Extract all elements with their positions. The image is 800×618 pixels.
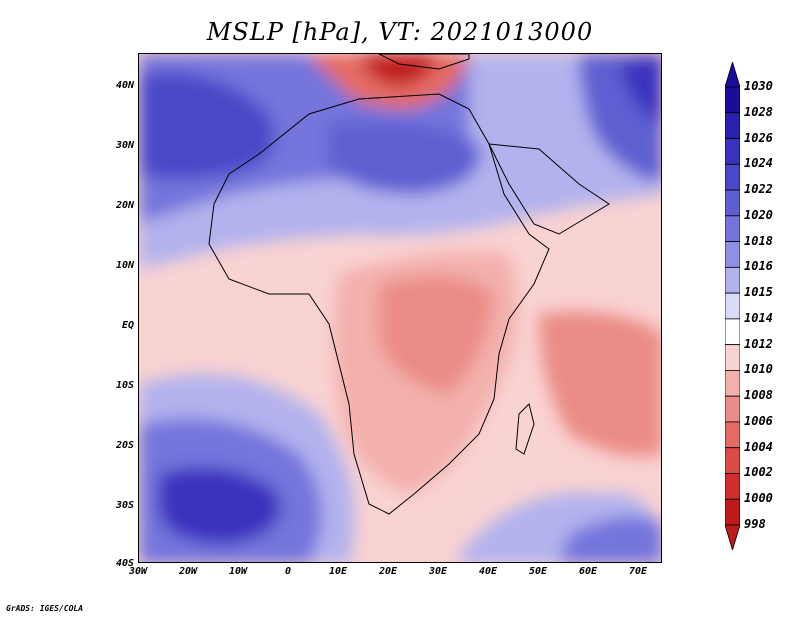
lat-label: 30S [115,500,134,511]
lon-label: 30E [428,566,448,577]
lat-label: 40S [115,558,134,569]
lon-label: 0 [284,566,292,577]
asian-high-core [619,54,661,124]
lat-label: 20N [115,200,134,211]
mslp-map [138,53,662,563]
colorbar-label: 1006 [744,413,773,428]
atlantic-high-north [139,72,274,179]
saharan-high-core [329,121,481,194]
lat-label: 40N [115,80,134,91]
lat-label: 10N [115,260,134,271]
colorbar-swatch [725,138,740,165]
colorbar-label: 1018 [744,233,773,248]
europe-outline [378,54,470,70]
colorbar-label: 1012 [744,336,773,351]
lon-label: 10E [328,566,348,577]
colorbar-swatch [725,292,740,320]
colorbar-label: 1010 [744,362,773,377]
lat-label: 30N [115,140,134,151]
africa-outline [208,93,550,515]
colorbar-label: 1014 [744,310,773,325]
colorbar-swatch [725,498,740,526]
arabia-outline [488,143,610,235]
colorbar-label: 1030 [744,79,773,93]
lat-label: EQ [121,320,134,331]
colorbar-min-arrow [725,524,740,550]
indian-ocean-trough [539,311,661,457]
colorbar-label: 998 [744,517,766,531]
colorbar-swatch [725,86,740,114]
colorbar-label: 1020 [744,207,773,222]
colorbar-label: 1015 [744,285,773,300]
colorbar-label: 1002 [744,465,773,480]
south-atlantic-high-core [159,467,281,544]
colorbar-swatch [725,112,740,139]
colorbar-max-arrow [725,62,740,88]
colorbar-label: 1008 [744,388,773,403]
colorbar-swatch [725,421,740,449]
madagascar-outline [515,403,535,455]
map-title: MSLP [hPa], VT: 2021013000 [206,18,594,46]
lat-label: 10S [115,380,134,391]
lon-label: 70E [628,566,648,577]
lon-label: 10W [228,566,248,577]
colorbar-swatch [725,163,740,191]
mediterranean-low-core [359,54,439,86]
colorbar [725,62,740,550]
lon-label: 40E [478,566,498,577]
colorbar-swatch [725,344,740,371]
lon-label: 30W [128,566,148,577]
colorbar-label: 1022 [744,182,773,197]
colorbar-swatch [725,318,740,346]
colorbar-swatch [725,189,740,217]
lon-label: 50E [528,566,548,577]
colorbar-swatch [725,241,740,268]
mslp-field [139,54,661,562]
colorbar-swatch [725,215,740,242]
lon-label: 20W [178,566,198,577]
lon-label: 20E [378,566,398,577]
colorbar-label: 1016 [744,259,773,274]
colorbar-swatch [725,473,740,500]
colorbar-label: 1004 [744,439,773,454]
colorbar-label: 1026 [744,130,773,145]
colorbar-swatch [725,266,740,294]
credit-text: GrADS: IGES/COLA [6,604,84,613]
colorbar-label: 1028 [744,104,773,119]
lon-label: 60E [578,566,598,577]
south-indian-high-mid [559,516,661,562]
colorbar-swatch [725,395,740,423]
colorbar-label: 1024 [744,156,773,171]
lat-label: 20S [115,440,134,451]
central-africa-low [379,276,494,394]
colorbar-swatch [725,447,740,474]
colorbar-swatch [725,370,740,397]
colorbar-label: 1000 [744,491,773,506]
